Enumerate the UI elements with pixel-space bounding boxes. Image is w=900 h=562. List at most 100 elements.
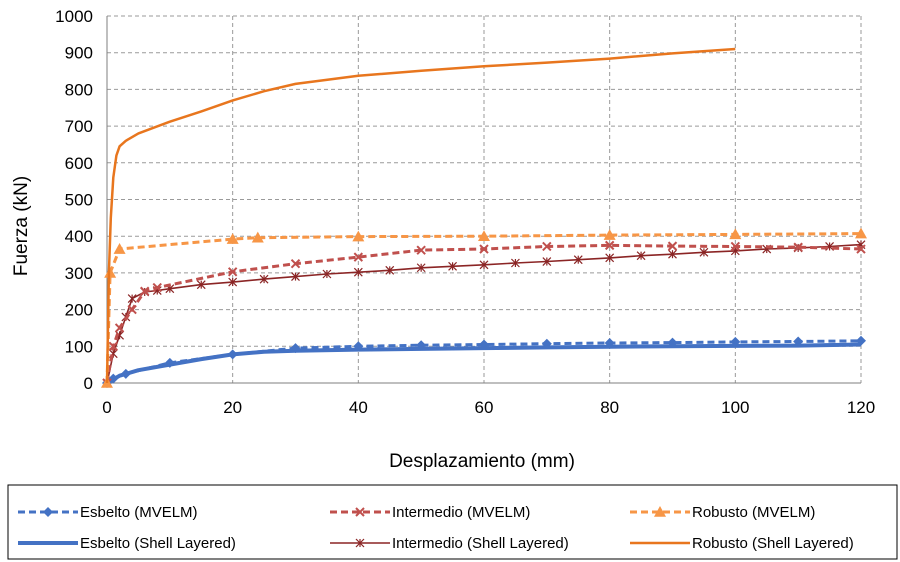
data-point — [793, 242, 803, 252]
legend-entry: Robusto (Shell Layered) — [630, 535, 854, 552]
data-point — [699, 247, 709, 257]
data-point — [604, 337, 615, 348]
data-point — [227, 267, 238, 277]
legend-label: Robusto (MVELM) — [692, 504, 815, 521]
data-point — [196, 280, 206, 290]
data-point — [542, 241, 552, 252]
data-point — [226, 233, 239, 244]
legend-label: Intermedio (Shell Layered) — [392, 535, 569, 552]
y-tick-label: 0 — [84, 374, 93, 393]
data-point — [120, 368, 131, 379]
y-tick-label: 300 — [65, 264, 93, 283]
data-point — [113, 243, 126, 254]
y-tick-label: 1000 — [55, 7, 93, 26]
grid — [106, 15, 862, 384]
y-tick-label: 400 — [65, 227, 93, 246]
y-tick-label: 500 — [65, 191, 93, 210]
legend: Esbelto (MVELM) Intermedio (MVELM) Robusto… — [7, 484, 898, 560]
data-point — [793, 336, 804, 347]
data-point — [478, 230, 490, 241]
x-tick-label: 60 — [475, 398, 494, 417]
data-point — [603, 229, 616, 240]
y-tick-label: 100 — [65, 337, 93, 356]
data-point — [604, 240, 615, 251]
legend-label: Robusto (Shell Layered) — [692, 535, 854, 552]
data-point — [352, 230, 365, 242]
legend-swatch-marker — [355, 507, 365, 517]
data-point — [251, 231, 264, 243]
data-point — [605, 253, 615, 263]
legend-entry: Esbelto (MVELM) — [18, 504, 198, 521]
data-point — [636, 251, 646, 261]
data-point — [152, 282, 162, 293]
data-point — [668, 249, 677, 259]
legend-entry: Esbelto (Shell Layered) — [18, 535, 236, 552]
data-point — [479, 244, 489, 254]
data-point — [856, 244, 866, 254]
legend-swatch-marker — [355, 538, 365, 548]
y-tick-label: 800 — [65, 80, 93, 99]
x-tick-label: 80 — [600, 398, 619, 417]
data-point — [164, 357, 175, 368]
data-point — [108, 341, 118, 352]
data-point — [127, 304, 137, 315]
data-point — [667, 337, 678, 348]
y-axis-ticks: 0 100 200 300 400 500 600 700 800 900 1000 — [55, 7, 93, 393]
legend-entry: Intermedio (Shell Layered) — [330, 535, 569, 552]
series-layer — [101, 47, 867, 388]
y-axis-title: Fuerza (kN) — [11, 176, 32, 276]
data-point — [259, 274, 269, 284]
y-tick-label: 600 — [65, 154, 93, 173]
data-point — [416, 263, 426, 273]
series-esbelto-mvelm — [102, 335, 866, 388]
x-tick-label: 100 — [721, 398, 749, 417]
data-point — [127, 294, 137, 304]
data-point — [353, 267, 363, 277]
data-point — [353, 341, 364, 352]
data-point — [291, 272, 300, 281]
y-tick-label: 700 — [65, 117, 93, 136]
data-point — [227, 349, 238, 360]
x-tick-label: 120 — [847, 398, 875, 417]
legend-box — [7, 484, 898, 560]
data-point — [290, 259, 301, 269]
legend-entry: Robusto (MVELM) — [630, 504, 815, 521]
data-point — [290, 343, 301, 354]
data-point — [108, 373, 119, 384]
data-point — [448, 261, 458, 271]
data-point — [573, 255, 583, 265]
x-axis-title: Desplazamiento (mm) — [389, 451, 575, 472]
x-axis-ticks: 0 20 40 60 80 100 120 — [102, 398, 875, 417]
series-line — [106, 339, 862, 385]
data-point — [139, 286, 150, 296]
x-tick-label: 40 — [349, 398, 368, 417]
legend-label: Esbelto (MVELM) — [80, 504, 198, 521]
series-robusto-mvelm — [101, 227, 867, 388]
x-tick-label: 20 — [223, 398, 242, 417]
data-point — [730, 241, 741, 252]
legend-label: Intermedio (MVELM) — [392, 504, 530, 521]
data-point — [385, 265, 395, 275]
data-point — [479, 260, 489, 270]
legend-label: Esbelto (Shell Layered) — [80, 535, 236, 552]
series-line — [105, 47, 736, 384]
data-point — [667, 241, 678, 251]
y-tick-label: 900 — [65, 44, 93, 63]
legend-swatch-marker — [654, 506, 666, 517]
data-point — [228, 277, 238, 287]
series-line — [105, 243, 862, 384]
series-robusto-shell-layered — [105, 47, 736, 384]
data-point — [510, 258, 520, 268]
data-point — [729, 228, 742, 240]
data-point — [353, 252, 364, 262]
data-point — [856, 335, 866, 346]
data-point — [479, 339, 489, 350]
legend-entry: Intermedio (MVELM) — [330, 504, 530, 521]
y-tick-label: 200 — [65, 301, 93, 320]
data-point — [541, 338, 552, 349]
data-point — [114, 323, 125, 333]
data-point — [322, 269, 332, 279]
data-point — [416, 340, 427, 351]
